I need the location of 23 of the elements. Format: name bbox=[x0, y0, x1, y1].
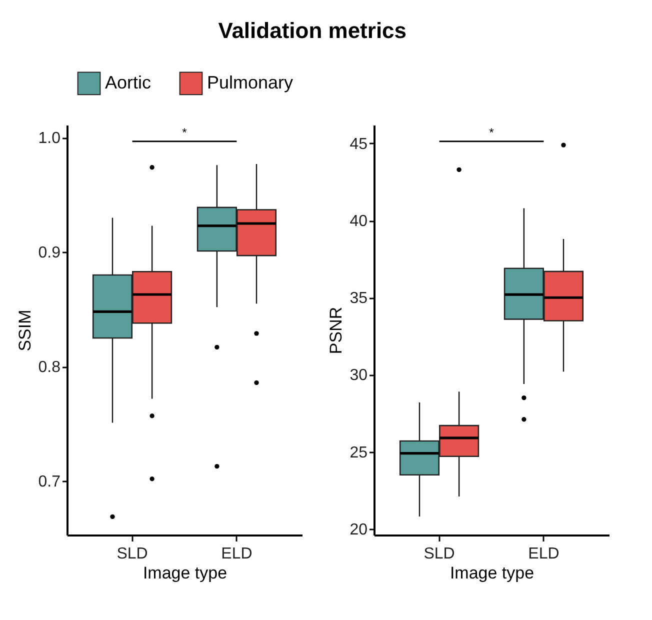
y-axis-title: PSNR bbox=[326, 306, 346, 354]
y-tick-label: 20 bbox=[350, 521, 368, 538]
y-tick-label: 45 bbox=[350, 136, 368, 153]
x-tick-label: SLD bbox=[424, 546, 455, 562]
legend-label: Aortic bbox=[105, 72, 152, 92]
x-tick-label: ELD bbox=[221, 546, 252, 562]
y-tick-label: 0.7 bbox=[38, 474, 61, 491]
y-tick-label: 35 bbox=[350, 290, 368, 308]
y-tick-label: 0.8 bbox=[38, 359, 61, 376]
y-tick-label: 1.0 bbox=[38, 130, 61, 148]
x-axis-title: Image type bbox=[142, 564, 228, 582]
legend-label: Pulmonary bbox=[207, 72, 294, 92]
x-tick-label: SLD bbox=[116, 546, 148, 562]
annotation: * bbox=[182, 125, 188, 140]
y-tick-label: 0.9 bbox=[38, 244, 61, 262]
x-axis-title: Image type bbox=[450, 564, 534, 582]
x-tick-label: ELD bbox=[528, 546, 560, 562]
y-tick-label: 30 bbox=[350, 367, 368, 384]
y-tick-label: 40 bbox=[350, 213, 368, 230]
y-tick-label: 25 bbox=[350, 444, 368, 462]
chart-title: Validation metrics bbox=[218, 18, 407, 43]
annotation: * bbox=[489, 125, 494, 140]
y-axis-title: SSIM bbox=[15, 310, 34, 352]
